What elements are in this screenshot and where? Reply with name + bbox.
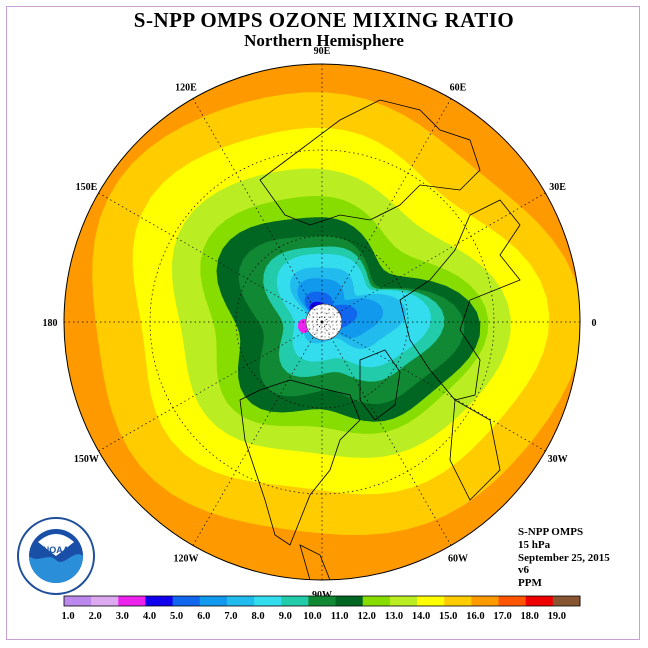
colorbar-tick-label: 16.0 (466, 611, 484, 622)
colorbar-tick-label: 3.0 (116, 611, 129, 622)
noaa-logo: NOAA (17, 517, 95, 595)
colorbar-tick-label: 19.0 (548, 611, 566, 622)
colorbar-tick-label: 14.0 (412, 611, 430, 622)
colorbar-swatch (118, 596, 146, 606)
map-title: S-NPP OMPS OZONE MIXING RATIO (133, 8, 515, 32)
longitude-label: 30E (549, 182, 566, 193)
longitude-label: 120W (174, 554, 199, 565)
colorbar-tick-label: 11.0 (331, 611, 349, 622)
longitude-label: 60W (448, 554, 468, 565)
info-date: September 25, 2015 (518, 551, 610, 564)
colorbar-swatch (525, 596, 554, 606)
colorbar-tick-label: 17.0 (493, 611, 511, 622)
colorbar-swatch (389, 596, 418, 606)
colorbar-swatch (498, 596, 527, 606)
colorbar-swatch (91, 596, 119, 606)
colorbar-tick-label: 12.0 (358, 611, 376, 622)
colorbar: 1.0 2.0 3.0 4.0 5.0 6.0 7.0 8.0 9.0 10.0 11.0 12.0 1… (61, 595, 581, 622)
map-boundary (63, 63, 581, 581)
coastline (449, 399, 501, 501)
colorbar-tick-label: 8.0 (252, 611, 265, 622)
colorbar-tick-label: 7.0 (224, 611, 237, 622)
info-version: v6 (518, 564, 529, 577)
info-units: PPM (518, 577, 542, 590)
coastline (299, 544, 331, 580)
colorbar-swatch (335, 596, 364, 606)
colorbar-tick-label: 2.0 (89, 611, 102, 622)
longitude-label: 150E (76, 182, 98, 193)
colorbar-tick-label: 15.0 (439, 611, 457, 622)
graticule (64, 64, 580, 580)
colorbar-swatch (281, 596, 309, 606)
longitude-labels: 90E 60E 30E 0 30W 60W 90W 120W 150W 180 150E 120E (43, 46, 597, 601)
colorbar-swatch (172, 596, 201, 606)
colorbar-tick-label: 9.0 (279, 611, 292, 622)
colorbar-swatch (362, 596, 391, 606)
colorbar-swatch (199, 596, 228, 606)
coastline (359, 349, 401, 421)
colorbar-swatch (308, 596, 337, 606)
longitude-label: 30W (548, 454, 568, 465)
colorbar-tick-label: 13.0 (385, 611, 403, 622)
coastline (259, 99, 481, 226)
longitude-label: 90W (312, 590, 332, 601)
info-level: 15 hPa (518, 538, 551, 551)
colorbar-swatch (417, 596, 445, 606)
info-instrument: S-NPP OMPS (518, 526, 584, 538)
coastline (399, 199, 521, 401)
colorbar-swatch (64, 596, 92, 606)
map-subtitle: Northern Hemisphere (244, 31, 404, 50)
colorbar-swatch (254, 596, 282, 606)
longitude-label: 60E (450, 82, 467, 93)
coastline (239, 379, 361, 546)
colorbar-tick-label: 1.0 (61, 611, 74, 622)
figure-frame (6, 6, 640, 640)
noaa-wordmark: NOAA (43, 545, 70, 555)
colorbar-swatch (444, 596, 472, 606)
colorbar-outline (63, 595, 581, 607)
longitude-label: 90E (314, 46, 331, 57)
colorbar-swatch (471, 596, 500, 606)
longitude-label: 0 (592, 318, 597, 329)
colorbar-tick-label: 4.0 (143, 611, 156, 622)
coastlines (239, 99, 521, 580)
longitude-label: 180 (43, 318, 58, 329)
longitude-label: 150W (74, 454, 99, 465)
colorbar-swatch (145, 596, 174, 606)
colorbar-tick-label: 5.0 (170, 611, 183, 622)
colorbar-tick-label: 10.0 (303, 611, 321, 622)
info-panel: S-NPP OMPS 15 hPa September 25, 2015 v6 … (518, 526, 610, 590)
no-data-polar-cap (305, 303, 343, 341)
colorbar-swatch (552, 596, 581, 606)
colorbar-tick-label: 18.0 (521, 611, 539, 622)
longitude-label: 120E (175, 82, 197, 93)
colorbar-tick-label: 6.0 (197, 611, 210, 622)
colorbar-swatch (226, 596, 255, 606)
